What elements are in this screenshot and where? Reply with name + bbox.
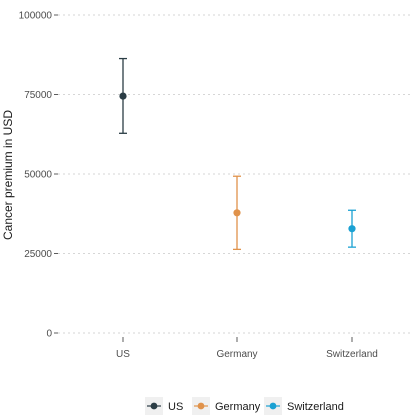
error-bar-germany	[233, 175, 241, 251]
x-tick-label: Switzerland	[326, 349, 378, 360]
error-bar-us	[119, 57, 127, 134]
legend-item-us: US	[145, 397, 183, 415]
y-axis-title: Cancer premium in USD	[1, 110, 15, 240]
legend-item-germany: Germany	[192, 397, 261, 415]
legend-label: Switzerland	[287, 401, 344, 413]
y-tick-label: 50000	[24, 170, 52, 181]
x-tick-label: Germany	[216, 349, 257, 360]
legend-key-point	[269, 402, 277, 410]
y-tick-label: 0	[46, 329, 52, 340]
data-point-us	[119, 92, 127, 100]
x-tick-label: US	[116, 349, 130, 360]
legend-key-point	[150, 402, 158, 410]
grid-lines	[58, 14, 410, 334]
data-point-switzerland	[348, 225, 356, 233]
data-marks	[119, 57, 356, 251]
legend-item-switzerland: Switzerland	[264, 397, 344, 415]
y-axis-ticks: 0 25000 50000 75000 100000	[19, 11, 58, 340]
legend: US Germany Switzerland	[145, 397, 344, 415]
y-tick-label: 25000	[24, 249, 52, 260]
legend-label: Germany	[215, 401, 261, 413]
y-tick-label: 100000	[19, 11, 53, 22]
legend-label: US	[168, 401, 183, 413]
y-tick-label: 75000	[24, 90, 52, 101]
error-bar-switzerland	[348, 209, 356, 248]
x-axis-ticks: US Germany Switzerland	[116, 337, 378, 360]
data-point-germany	[233, 209, 241, 217]
legend-key-point	[197, 402, 205, 410]
